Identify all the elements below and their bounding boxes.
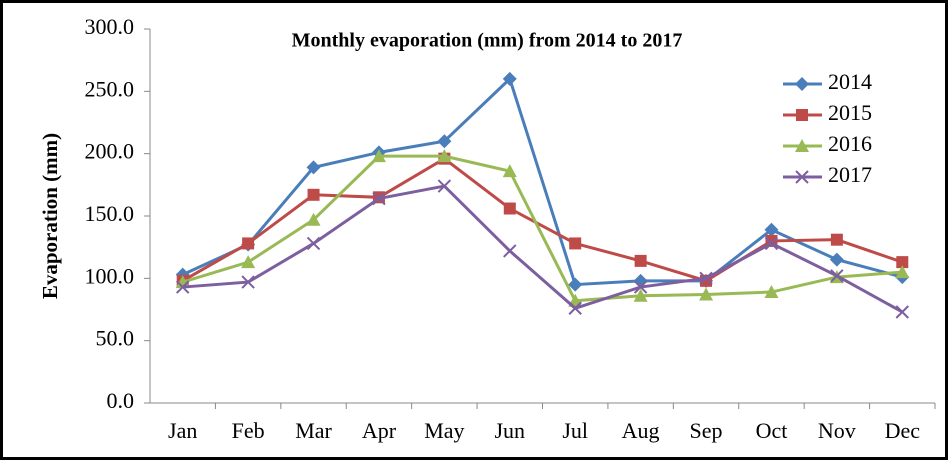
marker	[796, 109, 808, 121]
marker	[306, 212, 321, 226]
marker	[503, 202, 516, 215]
x-tick-label: Sep	[690, 418, 723, 443]
marker	[895, 305, 909, 319]
y-tick-label: 0.0	[107, 388, 135, 413]
x-tick-label: Mar	[295, 418, 332, 443]
x-tick-label: Jan	[168, 418, 197, 443]
marker	[437, 179, 452, 193]
x-tick-label: Oct	[756, 418, 788, 443]
y-tick-label: 200.0	[85, 139, 135, 164]
marker	[895, 265, 910, 279]
marker	[242, 237, 255, 250]
marker	[568, 277, 583, 292]
marker	[795, 139, 809, 152]
marker	[896, 256, 909, 269]
marker	[795, 170, 809, 184]
series-line	[181, 156, 903, 283]
x-tick-label: Dec	[885, 418, 921, 443]
marker	[241, 255, 256, 269]
x-tick-label: May	[424, 418, 464, 443]
marker	[176, 280, 190, 294]
marker	[569, 237, 582, 250]
series-line	[182, 154, 903, 303]
marker	[307, 188, 320, 201]
marker	[830, 233, 843, 246]
marker	[764, 285, 779, 299]
marker	[437, 149, 452, 163]
marker	[372, 191, 386, 206]
x-tick-label: Nov	[818, 418, 856, 443]
x-tick-label: Apr	[362, 418, 397, 443]
y-tick-label: 300.0	[85, 14, 135, 39]
marker	[568, 301, 582, 315]
series-line	[182, 184, 904, 314]
marker	[503, 244, 517, 258]
marker	[502, 71, 517, 86]
x-tick-label: Aug	[622, 418, 660, 443]
marker	[830, 269, 844, 283]
y-tick-label: 250.0	[85, 76, 135, 101]
marker	[633, 288, 648, 302]
marker	[795, 77, 809, 91]
legend-label: 2017	[828, 162, 872, 187]
marker	[829, 252, 844, 267]
marker	[633, 280, 648, 294]
marker	[241, 275, 255, 289]
marker	[699, 271, 713, 286]
y-axis-label: Evaporation (mm)	[38, 133, 62, 299]
marker	[634, 254, 647, 267]
marker	[502, 164, 517, 178]
series-line	[182, 76, 903, 287]
marker	[764, 222, 779, 237]
marker	[371, 149, 386, 163]
chart-title: Monthly evaporation (mm) from 2014 to 20…	[292, 30, 683, 52]
legend-label: 2015	[828, 100, 872, 125]
y-tick-label: 100.0	[85, 263, 135, 288]
marker	[437, 134, 452, 149]
marker	[306, 160, 321, 175]
x-tick-label: Jun	[495, 418, 526, 443]
legend-label: 2016	[828, 131, 872, 156]
x-tick-label: Jul	[562, 418, 588, 443]
marker	[764, 236, 779, 251]
y-tick-label: 150.0	[85, 201, 135, 226]
marker	[306, 236, 321, 251]
marker	[699, 287, 714, 301]
x-tick-label: Feb	[232, 418, 265, 443]
legend-label: 2014	[828, 69, 872, 94]
y-tick-label: 50.0	[96, 326, 135, 351]
